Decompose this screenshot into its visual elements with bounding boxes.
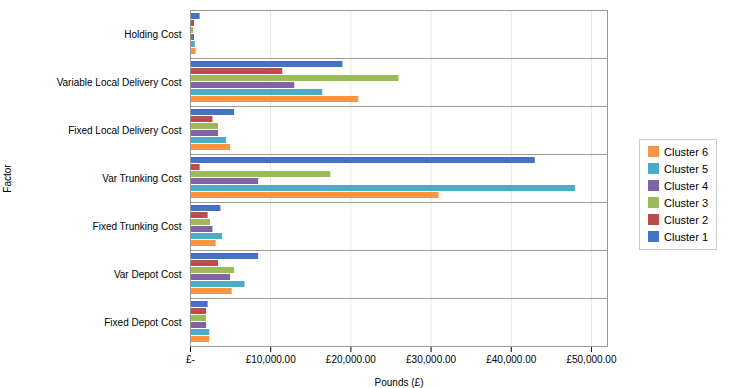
svg-text:Factor: Factor [2,164,13,193]
svg-text:£20,000.00: £20,000.00 [326,354,376,365]
html-text:Cluster 1: Cluster 1 [664,230,708,243]
html-text:Cluster 3: Cluster 3 [664,196,708,209]
svg-text:Pounds (£): Pounds (£) [375,377,424,388]
svg-text:£30,000.00: £30,000.00 [406,354,456,365]
svg-text:£40,000.00: £40,000.00 [486,354,536,365]
html-text:Cluster 5: Cluster 5 [664,162,708,175]
svg-text:£10,000.00: £10,000.00 [246,354,296,365]
svg-text:Fixed Local Delivery Cost: Fixed Local Delivery Cost [68,125,182,136]
html-text:Cluster 2: Cluster 2 [664,213,708,226]
html-text:Cluster 4: Cluster 4 [664,179,708,192]
svg-text:Var Depot Cost: Var Depot Cost [114,269,182,280]
html-text:Cluster 6: Cluster 6 [664,145,708,158]
svg-text:Fixed Trunking Cost: Fixed Trunking Cost [93,221,182,232]
svg-text:Variable Local Delivery Cost: Variable Local Delivery Cost [57,77,182,88]
svg-text:Holding Cost: Holding Cost [124,29,181,40]
svg-text:Var Trunking Cost: Var Trunking Cost [102,173,182,184]
svg-text:£-: £- [186,354,195,365]
svg-text:£50,000.00: £50,000.00 [566,354,616,365]
svg-text:Fixed Depot Cost: Fixed Depot Cost [104,317,181,328]
